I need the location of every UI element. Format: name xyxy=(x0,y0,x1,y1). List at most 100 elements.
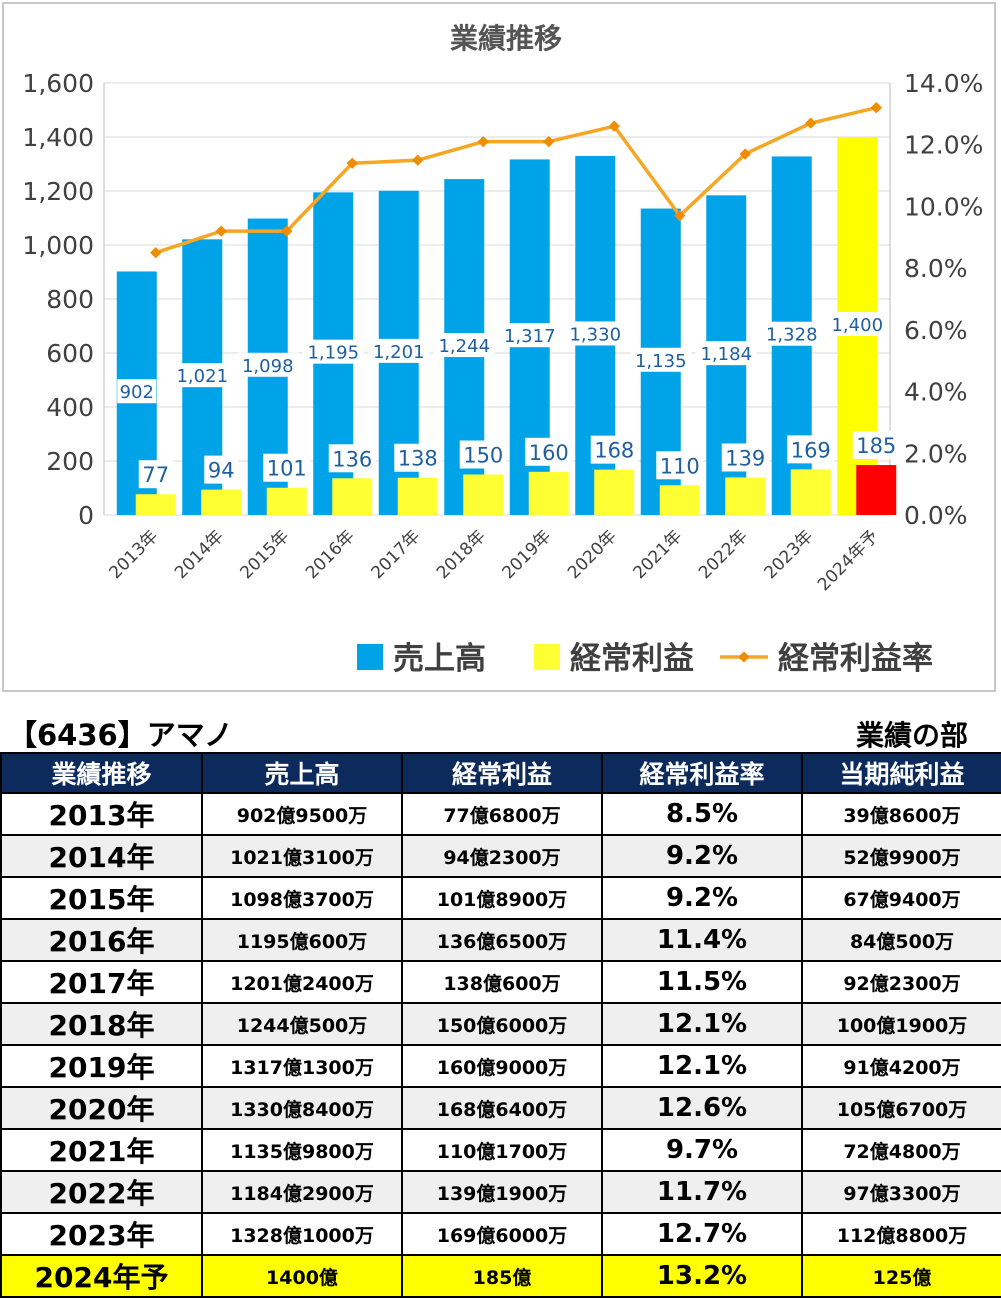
cell-sales: 1201億2400万 xyxy=(201,960,403,1004)
ordinary-profit-data-label: 185 xyxy=(856,434,896,458)
ordinary-profit-bar xyxy=(201,489,242,515)
cell-profit-rate: 8.5% xyxy=(601,792,803,836)
cell-net-income: 39億8600万 xyxy=(801,792,1001,836)
cell-year: 2024年予 xyxy=(0,1254,203,1298)
ordinary-profit-bar xyxy=(397,477,438,515)
op-label-bg xyxy=(787,435,835,464)
cell-year: 2022年 xyxy=(0,1170,203,1214)
sales-data-label: 1,098 xyxy=(242,356,294,377)
ordinary-profit-data-label: 110 xyxy=(660,454,700,478)
table-row: 2018年 1244億500万 150億6000万 12.1% 100億1900万 xyxy=(0,1002,1001,1046)
table-header: 業績推移 売上高 経常利益 経常利益率 当期純利益 xyxy=(0,752,1001,794)
sales-data-label: 1,135 xyxy=(635,351,687,372)
ordinary-profit-bar xyxy=(659,485,700,515)
table-header-row: 【6436】アマノ 業績の部 xyxy=(0,712,1001,752)
sales-label-bg xyxy=(630,347,692,372)
cell-year: 2023年 xyxy=(0,1212,203,1256)
cell-ordinary-profit: 94億2300万 xyxy=(401,834,603,878)
cell-net-income: 67億9400万 xyxy=(801,876,1001,920)
op-label-bg xyxy=(852,431,900,460)
ordinary-profit-data-label: 138 xyxy=(398,447,438,471)
cell-year: 2019年 xyxy=(0,1044,203,1088)
table-row: 2020年 1330億8400万 168億6400万 12.6% 105億6700万 xyxy=(0,1086,1001,1130)
table-row: 2016年 1195億600万 136億6500万 11.4% 84億500万 xyxy=(0,918,1001,962)
section-title: 業績の部 xyxy=(855,719,968,752)
profit-rate-point xyxy=(674,210,686,222)
y-right-tick-label: 12.0% xyxy=(904,131,983,160)
cell-ordinary-profit: 150億6000万 xyxy=(401,1002,603,1046)
col-header-ordinary-profit: 経常利益 xyxy=(401,752,603,794)
cell-ordinary-profit: 136億6500万 xyxy=(401,918,603,962)
cell-ordinary-profit: 160億9000万 xyxy=(401,1044,603,1088)
cell-year: 2015年 xyxy=(0,876,203,920)
y-right-tick-label: 2.0% xyxy=(904,439,968,468)
company-ticker: 【6436】アマノ xyxy=(8,718,233,752)
sales-label-bg xyxy=(826,312,888,336)
ordinary-profit-bar xyxy=(594,469,635,515)
sales-data-label: 1,330 xyxy=(569,324,621,345)
cell-profit-rate: 9.2% xyxy=(601,876,803,920)
sales-data-label: 1,328 xyxy=(766,325,818,346)
x-tick-label: 2015年 xyxy=(237,526,294,583)
ordinary-profit-data-label: 77 xyxy=(142,463,169,487)
cell-net-income: 52億9900万 xyxy=(801,834,1001,878)
cell-sales: 1021億3100万 xyxy=(201,834,403,878)
table-row: 2013年 902億9500万 77億6800万 8.5% 39億8600万 xyxy=(0,792,1001,836)
y-right-tick-label: 4.0% xyxy=(904,378,968,407)
cell-net-income: 105億6700万 xyxy=(801,1086,1001,1130)
cell-net-income: 112億8800万 xyxy=(801,1212,1001,1256)
x-tick-label: 2023年 xyxy=(761,526,818,583)
sales-data-label: 1,244 xyxy=(438,336,490,357)
cell-sales: 902億9500万 xyxy=(201,792,403,836)
y-left-tick-label: 800 xyxy=(46,285,94,314)
sales-label-bg xyxy=(117,379,157,404)
cell-profit-rate: 11.5% xyxy=(601,960,803,1004)
legend-label-ordinary-profit: 経常利益 xyxy=(570,641,694,677)
table-row: 2019年 1317億1300万 160億9000万 12.1% 91億4200万 xyxy=(0,1044,1001,1088)
cell-year: 2014年 xyxy=(0,834,203,878)
x-tick-label: 2020年 xyxy=(564,526,621,583)
profit-rate-point xyxy=(346,157,358,169)
ordinary-profit-bar xyxy=(266,487,307,515)
x-tick-label: 2019年 xyxy=(499,526,556,583)
y-left-tick-label: 1,000 xyxy=(22,231,94,260)
cell-net-income: 92億2300万 xyxy=(801,960,1001,1004)
x-tick-label: 2022年 xyxy=(695,526,752,583)
cell-year: 2021年 xyxy=(0,1128,203,1172)
legend-swatch-ordinary-profit xyxy=(534,644,560,670)
sales-label-bg xyxy=(433,333,495,358)
cell-net-income: 125億 xyxy=(801,1254,1001,1298)
table-row: 2021年 1135億9800万 110億1700万 9.7% 72億4800万 xyxy=(0,1128,1001,1172)
cell-net-income: 91億4200万 xyxy=(801,1044,1001,1088)
y-left-tick-label: 1,600 xyxy=(22,69,94,98)
cell-ordinary-profit: 101億8900万 xyxy=(401,876,603,920)
ordinary-profit-bar xyxy=(528,471,569,515)
y-left-tick-label: 200 xyxy=(46,447,94,476)
legend-label-sales: 売上高 xyxy=(393,641,486,677)
profit-rate-point xyxy=(805,117,817,129)
cell-net-income: 97億3300万 xyxy=(801,1170,1001,1214)
cell-ordinary-profit: 185億 xyxy=(401,1254,603,1298)
legend-swatch-sales xyxy=(357,644,383,670)
ordinary-profit-data-label: 139 xyxy=(725,446,765,470)
cell-profit-rate: 9.7% xyxy=(601,1128,803,1172)
sales-data-label: 1,400 xyxy=(831,315,883,336)
ordinary-profit-bar xyxy=(790,469,831,515)
cell-ordinary-profit: 110億1700万 xyxy=(401,1128,603,1172)
col-header-year: 業績推移 xyxy=(0,752,203,794)
sales-label-bg xyxy=(302,339,364,364)
y-right-tick-label: 10.0% xyxy=(904,192,983,221)
sales-data-label: 1,195 xyxy=(307,343,359,364)
x-tick-label: 2018年 xyxy=(433,526,490,583)
cell-year: 2016年 xyxy=(0,918,203,962)
y-left-tick-label: 600 xyxy=(46,339,94,368)
x-tick-label: 2021年 xyxy=(630,526,687,583)
cell-year: 2017年 xyxy=(0,960,203,1004)
table-row: 2022年 1184億2900万 139億1900万 11.7% 97億3300万 xyxy=(0,1170,1001,1214)
cell-profit-rate: 11.4% xyxy=(601,918,803,962)
sales-data-label: 1,317 xyxy=(504,326,556,347)
table-row: 2017年 1201億2400万 138億600万 11.5% 92億2300万 xyxy=(0,960,1001,1004)
profit-rate-line xyxy=(155,105,877,255)
cell-ordinary-profit: 169億6000万 xyxy=(401,1212,603,1256)
y-left-tick-label: 1,400 xyxy=(22,123,94,152)
